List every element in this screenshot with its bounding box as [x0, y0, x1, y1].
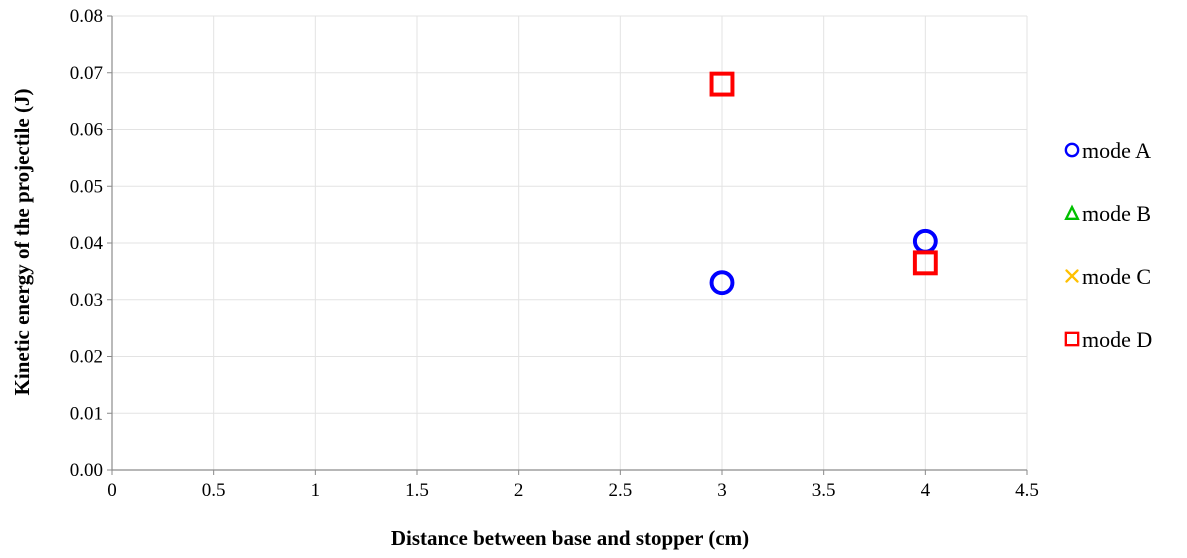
legend-label: mode C [1082, 264, 1151, 289]
y-tick-label: 0.06 [70, 120, 103, 141]
x-axis-title: Distance between base and stopper (cm) [391, 526, 749, 550]
data-point-mode-d [912, 250, 938, 276]
y-tick-label: 0.05 [70, 176, 103, 197]
x-tick-label: 0 [107, 480, 117, 501]
x-tick-label: 2 [514, 480, 524, 501]
y-tick-label: 0.08 [70, 6, 103, 27]
legend-label: mode D [1082, 327, 1152, 352]
legend-item-mode-a: mode A [1064, 138, 1151, 163]
y-tick-label: 0.01 [70, 403, 103, 424]
x-tick-label: 1.5 [405, 480, 429, 501]
data-points [709, 71, 938, 296]
legend-marker-mode-c [1065, 269, 1079, 283]
axes [107, 15, 1028, 475]
data-point-mode-d [709, 71, 735, 97]
x-tick-label: 4.5 [1015, 480, 1039, 501]
legend-label: mode B [1082, 201, 1151, 226]
y-tick-label: 0.07 [70, 63, 103, 84]
y-tick-label: 0.00 [70, 460, 103, 481]
legend-item-mode-c: mode C [1065, 264, 1151, 289]
x-tick-label: 1 [311, 480, 321, 501]
legend-item-mode-d: mode D [1064, 327, 1152, 352]
x-tick-label: 3 [717, 480, 727, 501]
y-tick-label: 0.03 [70, 290, 103, 311]
y-tick-labels: 0.00 0.01 0.02 0.03 0.04 0.05 0.06 0.07 0.08 [70, 6, 104, 481]
x-tick-label: 3.5 [812, 480, 836, 501]
grid-lines [112, 15, 1028, 470]
legend: mode A mode B mode C mode D [1064, 138, 1152, 352]
y-tick-label: 0.04 [70, 233, 104, 254]
legend-label: mode A [1082, 138, 1151, 163]
legend-marker-mode-a [1064, 142, 1080, 158]
x-tick-labels: 0 0.5 1 1.5 2 2.5 3 3.5 4 4.5 [107, 480, 1039, 501]
x-tick-label: 4 [921, 480, 931, 501]
y-axis-title: Kinetic energy of the projectile (J) [10, 89, 34, 396]
x-tick-label: 2.5 [608, 480, 632, 501]
data-point-mode-a [709, 270, 735, 296]
legend-marker-mode-d [1064, 331, 1080, 347]
legend-item-mode-b: mode B [1064, 201, 1151, 226]
legend-marker-mode-b [1064, 204, 1080, 221]
y-tick-label: 0.02 [70, 347, 103, 368]
x-tick-label: 0.5 [202, 480, 226, 501]
